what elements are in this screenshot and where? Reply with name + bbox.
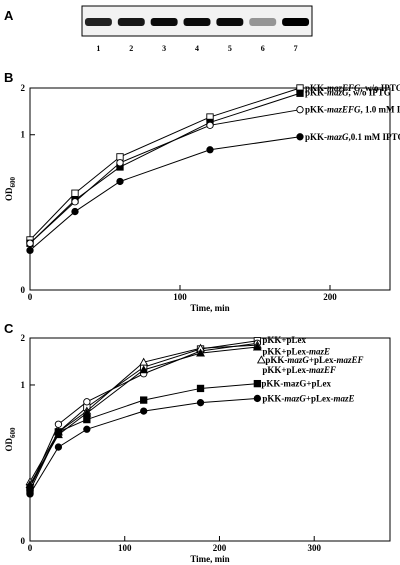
data-point-triangle xyxy=(196,348,205,357)
data-point-circle xyxy=(296,133,304,141)
data-point-circle xyxy=(206,146,214,154)
x-tick-label: 0 xyxy=(28,292,33,302)
blot-band xyxy=(84,18,112,26)
legend-label: pKK-mazG+pLex-mazE xyxy=(262,393,354,403)
data-point-circle xyxy=(26,239,34,247)
data-point-circle xyxy=(26,490,34,498)
blot-band xyxy=(183,18,211,26)
chart-b: 0 100 200 0 1 2 Time, min OD600 pKK-mazEFG, w/o … xyxy=(4,83,400,313)
y-axis-title: OD600 xyxy=(4,427,17,452)
lane-label: 4 xyxy=(195,44,199,53)
y-tick-label: 1 xyxy=(21,130,26,140)
series-line xyxy=(29,342,258,488)
lane-label: 2 xyxy=(129,44,133,53)
panel-a-label: A xyxy=(4,8,14,23)
data-point-circle xyxy=(296,106,304,114)
data-point-circle xyxy=(54,420,63,428)
y-tick-label: 2 xyxy=(21,83,26,93)
data-point-circle xyxy=(116,177,124,186)
x-tick-label: 200 xyxy=(213,543,227,553)
data-point-circle xyxy=(83,425,91,433)
series-3 xyxy=(26,133,304,255)
western-blot: 1 2 3 4 5 6 7 xyxy=(81,5,313,53)
lane-label: 3 xyxy=(162,44,166,53)
blot-band xyxy=(282,18,310,26)
y-tick-label: 0 xyxy=(21,536,26,546)
blot-band xyxy=(117,18,145,26)
lane-label: 6 xyxy=(261,44,265,53)
data-point-circle xyxy=(83,398,91,406)
x-axis-title: Time, min xyxy=(190,303,229,313)
legend-label: pKK-mazG, w/o IPTG xyxy=(305,87,391,97)
data-point-circle xyxy=(26,246,34,255)
data-point-circle xyxy=(54,443,63,451)
data-point-triangle xyxy=(139,357,149,366)
data-point-square xyxy=(54,428,63,436)
data-point-square xyxy=(196,384,205,393)
legend-label: pKK+pLex-mazE xyxy=(262,347,330,357)
lane-label: 5 xyxy=(228,44,232,53)
data-point-triangle xyxy=(139,365,149,374)
y-tick-label: 2 xyxy=(21,333,26,343)
x-tick-label: 100 xyxy=(173,292,187,302)
panel-b-label: B xyxy=(4,70,13,85)
data-point-triangle xyxy=(252,342,262,351)
data-point-circle xyxy=(253,394,262,403)
data-point-triangle xyxy=(256,355,266,364)
panel-c-label: C xyxy=(4,321,14,336)
legend-label: pKK-mazG+pLex xyxy=(261,379,331,389)
series-line xyxy=(29,344,258,482)
series-2 xyxy=(26,106,304,247)
x-tick-label: 100 xyxy=(118,543,132,553)
x-tick-label: 200 xyxy=(323,292,337,302)
data-point-square xyxy=(253,379,262,388)
y-tick-label: 0 xyxy=(21,285,26,295)
data-point-circle xyxy=(71,207,79,216)
legend-label: pKK-mazEFG, w/o IPTG xyxy=(305,83,400,93)
data-point-circle xyxy=(206,121,214,129)
y-tick-label: 1 xyxy=(21,380,26,390)
legend-label: pKK-mazEFG, 1.0 mM IPTG xyxy=(305,105,400,115)
legend-label: pKK+pLex xyxy=(262,335,306,345)
plot-frame xyxy=(29,87,391,291)
legend-label: pKK-mazG,0.1 mM IPTG xyxy=(305,132,400,142)
data-point-circle xyxy=(71,198,79,206)
chart-c: 0 100 200 300 0 1 2 Time, min OD600 pKK+pLex pKK+p… xyxy=(4,333,391,564)
series-1 xyxy=(26,89,304,247)
series-0 xyxy=(26,84,304,244)
series-line xyxy=(29,87,301,241)
legend-label: pKK-mazG+pLex-mazEF xyxy=(265,355,363,365)
series-line xyxy=(29,346,258,485)
series-line xyxy=(29,109,301,244)
data-point-circle xyxy=(140,407,148,415)
data-point-square xyxy=(83,415,91,424)
blot-band xyxy=(216,18,244,26)
series-line xyxy=(29,136,301,251)
data-point-circle xyxy=(116,159,124,167)
series-line xyxy=(29,397,258,495)
blot-band xyxy=(249,18,277,26)
x-tick-label: 0 xyxy=(28,543,33,553)
series-line xyxy=(29,383,258,491)
data-point-square xyxy=(296,89,304,97)
series-5 xyxy=(26,394,262,498)
x-axis-title: Time, min xyxy=(190,554,229,564)
plot-frame xyxy=(29,337,391,542)
lane-label: 1 xyxy=(96,44,100,53)
x-tick-label: 300 xyxy=(307,543,321,553)
blot-band xyxy=(150,18,178,26)
data-point-square xyxy=(71,189,79,197)
data-point-circle xyxy=(196,399,205,407)
lane-label: 7 xyxy=(294,44,298,53)
y-axis-title: OD600 xyxy=(4,177,17,202)
data-point-square xyxy=(140,396,148,404)
series-line xyxy=(29,92,301,244)
legend-label: pKK+pLex-mazEF xyxy=(262,365,336,375)
